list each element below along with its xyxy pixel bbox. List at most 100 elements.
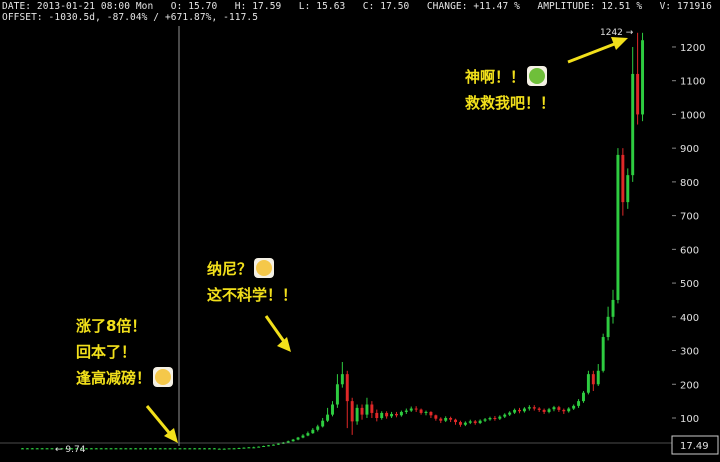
arrow-1 [145,405,178,443]
candle-body [173,448,177,450]
annotation-3: 神啊！！ 救救我吧！！ [465,64,555,116]
candle-body [60,448,64,450]
candle-body [247,447,251,449]
candle-body [414,408,418,410]
candle-body [65,448,69,450]
annotation-2: 纳尼？ 这不科学！！ [207,256,297,308]
candle-body [532,407,536,409]
candle-body [217,448,221,450]
candle-body [286,441,290,443]
candle-body [129,448,133,450]
candle-body [586,374,590,393]
candle-body [119,448,123,450]
offset-header-line: OFFSET: -1030.5d, -87.04% / +671.87%, -1… [2,12,259,23]
current-price-label: 17.49 [680,441,709,452]
candle-body [55,448,59,450]
candle-body [114,448,118,450]
ohlc-header-line: DATE: 2013-01-21 08:00 Mon O: 15.70 H: 1… [2,1,712,12]
candle-body [139,448,143,450]
annotation-1-line-1: 涨了8倍！ [76,317,147,335]
candle-body [611,299,615,317]
candle-body [50,448,54,450]
candle-body [291,439,295,442]
candle-body [104,448,108,450]
candle-body [94,448,98,450]
candle-body [503,414,507,417]
candle-body [636,73,640,115]
y-tick-label: 200 [680,380,699,391]
candle-body [449,418,453,420]
candle-body [262,445,266,447]
candle-body [641,40,645,115]
candle-body [80,448,83,450]
annotation-1: 涨了8倍！ 回本了！ 逢高减磅！ [76,313,174,391]
candle-body [237,448,241,450]
candle-body [301,435,305,438]
candle-body [40,448,44,450]
candle-body [144,448,147,450]
candle-body [365,404,369,415]
candle-body [20,448,24,450]
annotation-2-line-2: 这不科学！！ [207,286,298,304]
candle-body [434,415,438,419]
candle-body [582,392,585,402]
candle-body [419,409,423,413]
candle-body [207,448,211,450]
candle-body [271,444,275,446]
arrow-3 [567,37,628,64]
candle-body [483,419,487,421]
candle-body [257,446,261,448]
candle-body [591,374,595,385]
candle-body [45,448,49,450]
y-tick-label: 1200 [680,43,705,54]
candle-body [567,408,571,412]
y-tick-label: 1100 [680,77,705,88]
candle-body [444,418,448,421]
candle-body [316,426,320,430]
candle-body [89,448,93,450]
candle-body [493,418,497,419]
candle-body [458,422,462,425]
peak-price-label: 1242 → [600,28,634,38]
candle-body [547,409,551,412]
candle-body [193,448,197,450]
candle-body [626,175,630,203]
candle-body [355,407,359,422]
candle-body [522,408,526,412]
candle-body [326,414,330,421]
candle-body [596,370,600,385]
candle-body [518,409,521,412]
candle-body [163,448,167,450]
y-tick-label: 900 [680,144,699,155]
annotation-1-line-3: 逢高减磅！ [76,365,174,391]
candle-body [267,445,270,447]
candle-body [345,374,349,402]
candle-body [276,443,280,445]
y-axis-ticks: 100 200 300 400 500 600 700 800 900 1000 1100 1200 [672,43,705,425]
y-tick-label: 100 [680,414,699,425]
candle-body [439,418,443,421]
candle-body [109,448,113,450]
annotation-1-line-2: 回本了！ [76,343,137,361]
confused-emoji-icon [254,258,275,278]
candle-body [468,421,472,423]
candle-body [404,410,408,412]
candle-body [572,405,576,409]
y-tick-label: 300 [680,347,699,358]
candle-body [188,448,192,450]
crying-emoji-icon [527,66,548,86]
candle-body [252,447,256,449]
candle-body [25,448,29,450]
candle-body [124,448,128,450]
candle-body [321,420,325,427]
candle-body [153,448,157,450]
annotation-3-line-1: 神啊！！ [465,64,555,90]
grin-emoji-icon [153,367,174,387]
candle-body [75,448,79,450]
candle-body [385,412,389,417]
candle-body [454,419,458,423]
candle-body [606,316,610,338]
candle-body [542,409,546,412]
candle-body [360,407,364,415]
